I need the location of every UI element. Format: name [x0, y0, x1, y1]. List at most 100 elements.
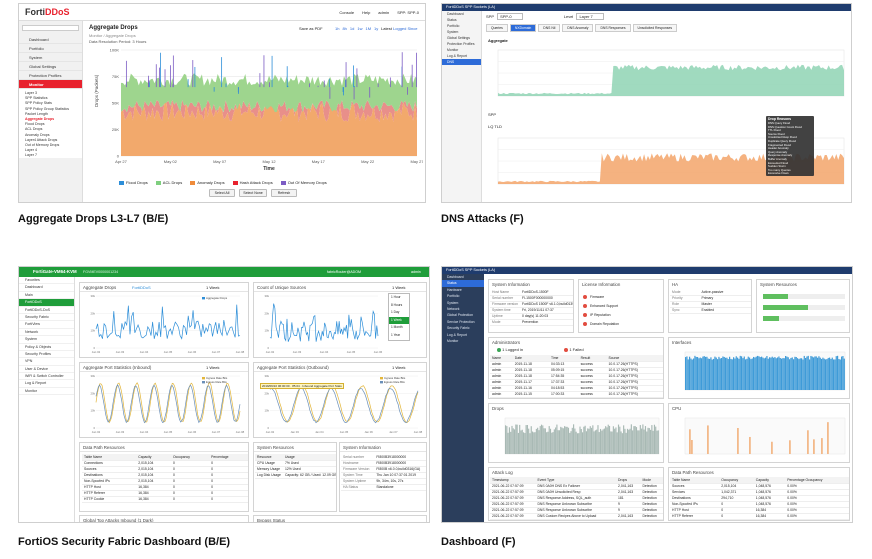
legend-item[interactable]: Out Of Memory Drops: [280, 180, 327, 185]
sidebar-item[interactable]: User & Device: [19, 366, 74, 374]
sidebar-item[interactable]: Status: [447, 18, 457, 22]
table-row[interactable]: admin 2019-11-18 17:54:35 success 10.0.17.26…: [490, 373, 663, 380]
column-header[interactable]: Mode: [640, 477, 663, 484]
sidebar-item[interactable]: Log & Report: [19, 380, 74, 388]
table-row[interactable]: HTTP Referer 0 16,384 0.00%: [670, 513, 849, 520]
table-row[interactable]: Services 1,042,371 1,048,576 0.00%: [670, 489, 849, 496]
table-row[interactable]: 2021-06-22 07:57:09 DNS 0A0H DNS Ex Failo…: [490, 483, 663, 490]
sidebar-item-global-settings[interactable]: Global Settings: [19, 62, 82, 71]
table-row[interactable]: 2021-06-22 07:57:09 DNS 0A0H Unsolicited …: [490, 489, 663, 496]
popup-item[interactable]: Fragmented Flood: [768, 142, 791, 147]
user-menu[interactable]: admin: [378, 10, 390, 15]
submenu-item[interactable]: Layer 3: [25, 91, 37, 95]
drop-reasons-popup[interactable]: Drop Reasons DNS Query Flood DNS Question…: [766, 116, 814, 176]
time-tab[interactable]: 8h: [342, 26, 347, 31]
column-header[interactable]: Table Name: [670, 477, 720, 484]
time-range-button[interactable]: 1 Week: [392, 365, 406, 370]
submenu-item[interactable]: Out of Memory Drops: [25, 142, 60, 147]
table-row[interactable]: Log Disk Usage Capacity: 62 GB / Used: 12…: [255, 472, 336, 479]
dns-tab[interactable]: Queries: [486, 24, 508, 32]
popup-item[interactable]: Response Anomaly: [768, 153, 793, 158]
sidebar-item[interactable]: Policy & Objects: [19, 344, 74, 351]
time-range-button[interactable]: 1 Week: [206, 365, 220, 370]
table-row[interactable]: 2021-06-22 07:57:09 DNS Custom Recipes Ab…: [490, 513, 663, 520]
sidebar-item[interactable]: Protection Profiles: [447, 42, 475, 46]
submenu-item[interactable]: Layer 4: [25, 148, 37, 153]
sidebar-item[interactable]: Dashboard: [19, 284, 74, 292]
sidebar-item[interactable]: System: [19, 336, 74, 344]
spp-selector[interactable]: SPP: SPP-0: [397, 10, 419, 15]
submenu-item[interactable]: Anomaly Drops: [25, 132, 50, 137]
popup-item[interactable]: Unsolicited Resp Flood: [768, 135, 797, 140]
time-menu-item[interactable]: 8 Hours: [391, 302, 403, 307]
sidebar-item[interactable]: Dashboard: [447, 12, 464, 16]
sidebar-item[interactable]: Log & Report: [447, 332, 467, 337]
select-all-button[interactable]: Select All: [209, 189, 235, 197]
sidebar-item[interactable]: Dashboard: [447, 275, 464, 279]
popup-item[interactable]: Header Anomaly: [768, 146, 789, 151]
table-row[interactable]: Connections 2,015,104 0 0: [82, 460, 248, 467]
sidebar-item[interactable]: System: [447, 300, 459, 305]
table-row[interactable]: HTTP Host 0 16,384 0.00%: [670, 507, 849, 514]
submenu-item[interactable]: SPP Statistics: [25, 96, 48, 101]
refresh-button[interactable]: Refresh: [271, 189, 297, 197]
submenu-item[interactable]: Layer4 Attack Drops: [25, 137, 58, 142]
table-row[interactable]: Sources 2,015,104 0 0: [82, 466, 248, 473]
dns-tab[interactable]: DNS Nil: [538, 24, 561, 32]
console-link[interactable]: Console: [339, 10, 355, 15]
popup-item[interactable]: Too many Queries: [768, 167, 791, 172]
sidebar-item[interactable]: Favorites: [19, 277, 74, 285]
time-tab[interactable]: 1w: [357, 26, 363, 31]
submenu-item[interactable]: ACL Drops: [25, 127, 43, 132]
sidebar-item[interactable]: Security Profiles: [19, 351, 74, 359]
column-header[interactable]: Date: [512, 355, 550, 362]
table-row[interactable]: Destinations 294,710 1,048,576 0.00%: [670, 495, 849, 502]
column-header[interactable]: Capacity: [136, 454, 171, 461]
sidebar-item[interactable]: Network: [19, 329, 74, 337]
submenu-item[interactable]: Aggregate Drops: [25, 116, 55, 121]
table-row[interactable]: Non-Spoofed IPs 2,015,104 0 0: [82, 478, 248, 485]
column-header[interactable]: Name: [490, 355, 513, 362]
sidebar-item[interactable]: Monitor: [447, 338, 459, 343]
table-row[interactable]: admin 2019-11-17 17:37:33 success 10.0.17.26…: [490, 379, 663, 386]
column-header[interactable]: Capacity: [753, 477, 786, 484]
sidebar-item-portfolio[interactable]: Portfolio: [19, 44, 82, 53]
popup-item[interactable]: Exceeded Flood: [768, 160, 789, 165]
sidebar-item-system[interactable]: System: [19, 53, 82, 62]
time-menu-item[interactable]: 1 Day: [391, 310, 400, 315]
popup-item[interactable]: TTL Flood: [768, 128, 781, 133]
select-none-button[interactable]: Select None: [239, 189, 267, 197]
sidebar-item-dashboard[interactable]: Dashboard: [19, 35, 82, 44]
table-row[interactable]: Non-Spoofed IPs 0 1,048,576 0.00%: [670, 501, 849, 508]
sidebar-item[interactable]: Network: [447, 306, 460, 311]
table-row[interactable]: 2021-06-22 07:57:09 DNS Response Unknown …: [490, 507, 663, 514]
level-select[interactable]: Layer 7: [576, 13, 604, 20]
table-row[interactable]: admin 2019-11-18 04:33:13 success 10.0.17.26…: [490, 361, 663, 368]
time-menu-item[interactable]: 1 Year: [391, 332, 401, 337]
sidebar-item[interactable]: Global Protection: [447, 313, 474, 318]
column-header[interactable]: Percentage: [209, 454, 248, 461]
column-header[interactable]: Time: [549, 355, 579, 362]
popup-item[interactable]: Query Anomaly: [768, 149, 788, 154]
sidebar-item[interactable]: FortiView: [19, 321, 74, 329]
time-tab[interactable]: 1M: [365, 26, 372, 31]
time-menu-item[interactable]: 1 Week: [389, 316, 409, 325]
popup-item[interactable]: DNS Question Count Flood: [768, 124, 802, 129]
sidebar-item[interactable]: Security Fabric: [19, 314, 74, 322]
time-tab[interactable]: 1h: [335, 26, 340, 31]
time-tab[interactable]: 1d: [349, 26, 355, 31]
sidebar-item-dns[interactable]: DNS: [442, 59, 481, 65]
sidebar-item[interactable]: Global Settings: [447, 36, 470, 40]
breadcrumb-monitor[interactable]: Monitor: [89, 33, 103, 38]
popup-item[interactable]: Buffer Anomaly: [768, 156, 787, 161]
submenu-item[interactable]: SPP Policy Group Statistics: [25, 106, 70, 111]
dns-tab[interactable]: Unsolicited Responses: [632, 24, 678, 32]
column-header[interactable]: Event Type: [535, 477, 616, 484]
time-menu-item[interactable]: 1 Hour: [391, 295, 401, 299]
column-header[interactable]: Usage: [282, 454, 336, 461]
dns-tab[interactable]: DNS Anomaly: [562, 24, 594, 32]
column-header[interactable]: Result: [578, 355, 607, 362]
column-header[interactable]: Percentage Occupancy: [785, 477, 849, 484]
sidebar-item[interactable]: Monitor: [19, 388, 74, 396]
column-header[interactable]: Occupancy: [719, 477, 754, 484]
